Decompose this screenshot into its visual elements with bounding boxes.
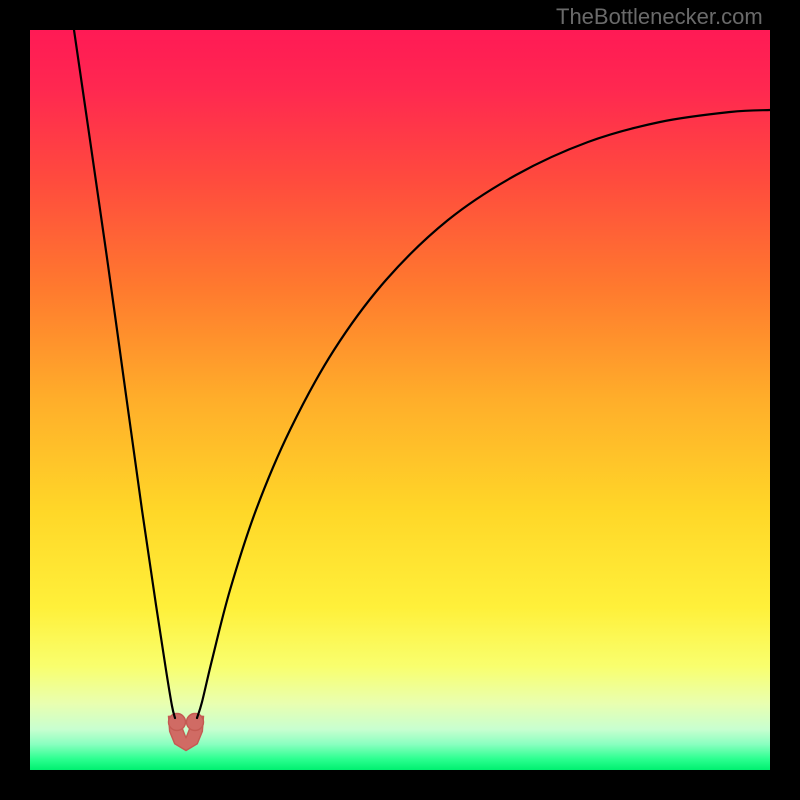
dip-dot-right — [187, 714, 204, 731]
dip-marker — [169, 714, 204, 751]
dip-dot-left — [169, 714, 186, 731]
bottleneck-curve — [74, 30, 770, 718]
plot-area — [30, 30, 770, 770]
attribution-label: TheBottlenecker.com — [556, 4, 763, 30]
chart-overlay-svg — [30, 30, 770, 770]
